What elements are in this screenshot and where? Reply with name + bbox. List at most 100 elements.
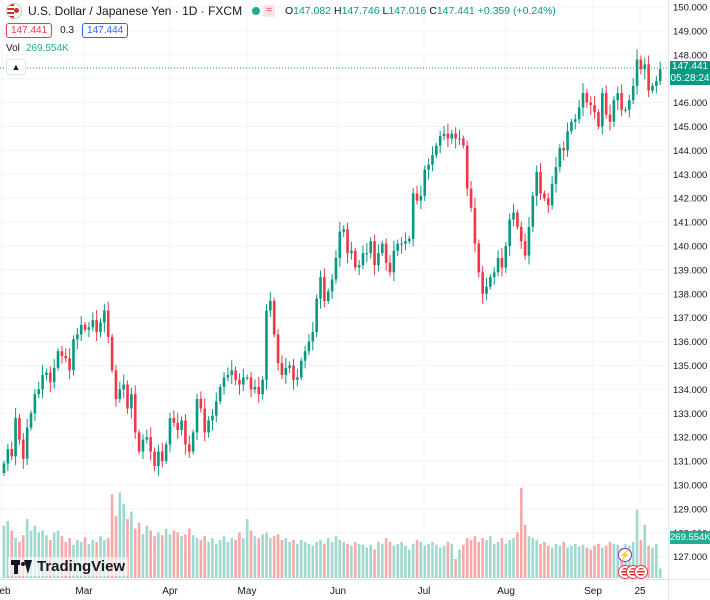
candle (489, 277, 492, 287)
volume-bar (22, 535, 25, 578)
symbol-title[interactable]: U.S. Dollar / Japanese Yen · 1D · FXCM (28, 4, 243, 18)
quote-row: 147.441 0.3 147.444 (6, 23, 129, 38)
volume-bar (153, 536, 156, 578)
volume-bar (330, 541, 334, 578)
candle (369, 241, 372, 254)
candle (539, 171, 542, 194)
candle (477, 243, 481, 273)
volume-bar (380, 543, 384, 578)
candle (211, 415, 214, 421)
y-tick-label: 134.000 (673, 385, 707, 396)
spread-value: 0.3 (60, 25, 75, 36)
volume-bar (604, 545, 608, 578)
candle (550, 183, 554, 206)
volume-bar (37, 532, 41, 578)
candle (546, 198, 550, 206)
y-tick-label: 127.000 (673, 552, 707, 563)
candle (95, 320, 98, 333)
candle (257, 387, 261, 395)
candle (373, 241, 376, 266)
volume-bar (651, 547, 654, 578)
volume-bar (581, 544, 585, 578)
candle (543, 193, 546, 199)
candle (492, 272, 496, 278)
volume-bar (276, 534, 280, 578)
candle (523, 241, 527, 256)
volume-bar (573, 543, 577, 578)
eq-badge[interactable]: = (263, 5, 275, 17)
volume-bar (527, 536, 531, 578)
tradingview-logo[interactable]: TradingView (8, 557, 129, 576)
volume-bar (257, 538, 261, 578)
volume-bar (41, 530, 44, 578)
volume-bar (338, 540, 342, 578)
market-open-icon (252, 7, 261, 15)
volume-bar (481, 538, 484, 578)
x-tick-label: Sep (584, 586, 602, 597)
volume-bar (319, 540, 322, 578)
x-tick-label: Jul (418, 586, 431, 597)
candle (608, 114, 612, 122)
candle (365, 253, 369, 255)
volume-bar (33, 525, 37, 578)
candle (500, 257, 504, 268)
candle (446, 133, 450, 139)
volume-bar (52, 532, 56, 578)
candle (431, 155, 434, 165)
candle (6, 449, 10, 464)
candle (516, 212, 519, 227)
volume-bar (269, 538, 272, 578)
y-tick-label: 141.000 (673, 218, 707, 229)
volume-bar (473, 536, 477, 578)
candle (411, 193, 415, 239)
candle (361, 253, 365, 266)
x-tick-label: May (238, 586, 257, 597)
candle (130, 394, 133, 409)
lightning-icon[interactable]: ⚡ (618, 548, 632, 562)
candle (191, 432, 195, 452)
candle (647, 64, 650, 91)
candle (245, 377, 249, 379)
volume-bar (342, 541, 345, 578)
candle (531, 195, 535, 227)
volume-bar (284, 538, 288, 578)
volume-bar (10, 530, 14, 578)
volume-bar (326, 538, 330, 578)
candle (288, 365, 291, 368)
candle (207, 420, 210, 433)
x-tick-label: Apr (162, 586, 178, 597)
y-tick-label: 138.000 (673, 289, 707, 300)
candle (168, 418, 172, 445)
volume-bar (504, 543, 508, 578)
volume-bar (377, 541, 380, 578)
chevron-up-icon[interactable]: ▲ (6, 59, 26, 75)
last-price-label: 147.441 05:28:24 (670, 61, 710, 86)
candle (280, 363, 284, 376)
economic-event-icon[interactable] (634, 565, 648, 579)
candle (384, 243, 388, 263)
volume-bar (546, 545, 550, 578)
candle (141, 439, 145, 452)
y-tick-label: 148.000 (673, 50, 707, 61)
candle (87, 327, 91, 330)
volume-bar (392, 545, 396, 578)
candle (222, 377, 226, 388)
volume-bar (25, 519, 29, 578)
sell-button[interactable]: 147.441 (6, 23, 53, 38)
candle (41, 375, 44, 390)
y-tick-label: 143.000 (673, 170, 707, 181)
volume-bar (643, 524, 647, 578)
candle (601, 93, 604, 127)
candle (508, 219, 511, 246)
volume-bar (311, 545, 315, 578)
volume-bar (122, 503, 125, 578)
volume-bar (315, 541, 318, 578)
volume-bar (6, 521, 10, 578)
volume-bar (299, 540, 303, 578)
candle (265, 310, 268, 380)
volume-bar (639, 540, 643, 578)
buy-button[interactable]: 147.444 (82, 23, 129, 38)
candle (187, 444, 191, 452)
candle (68, 358, 71, 371)
